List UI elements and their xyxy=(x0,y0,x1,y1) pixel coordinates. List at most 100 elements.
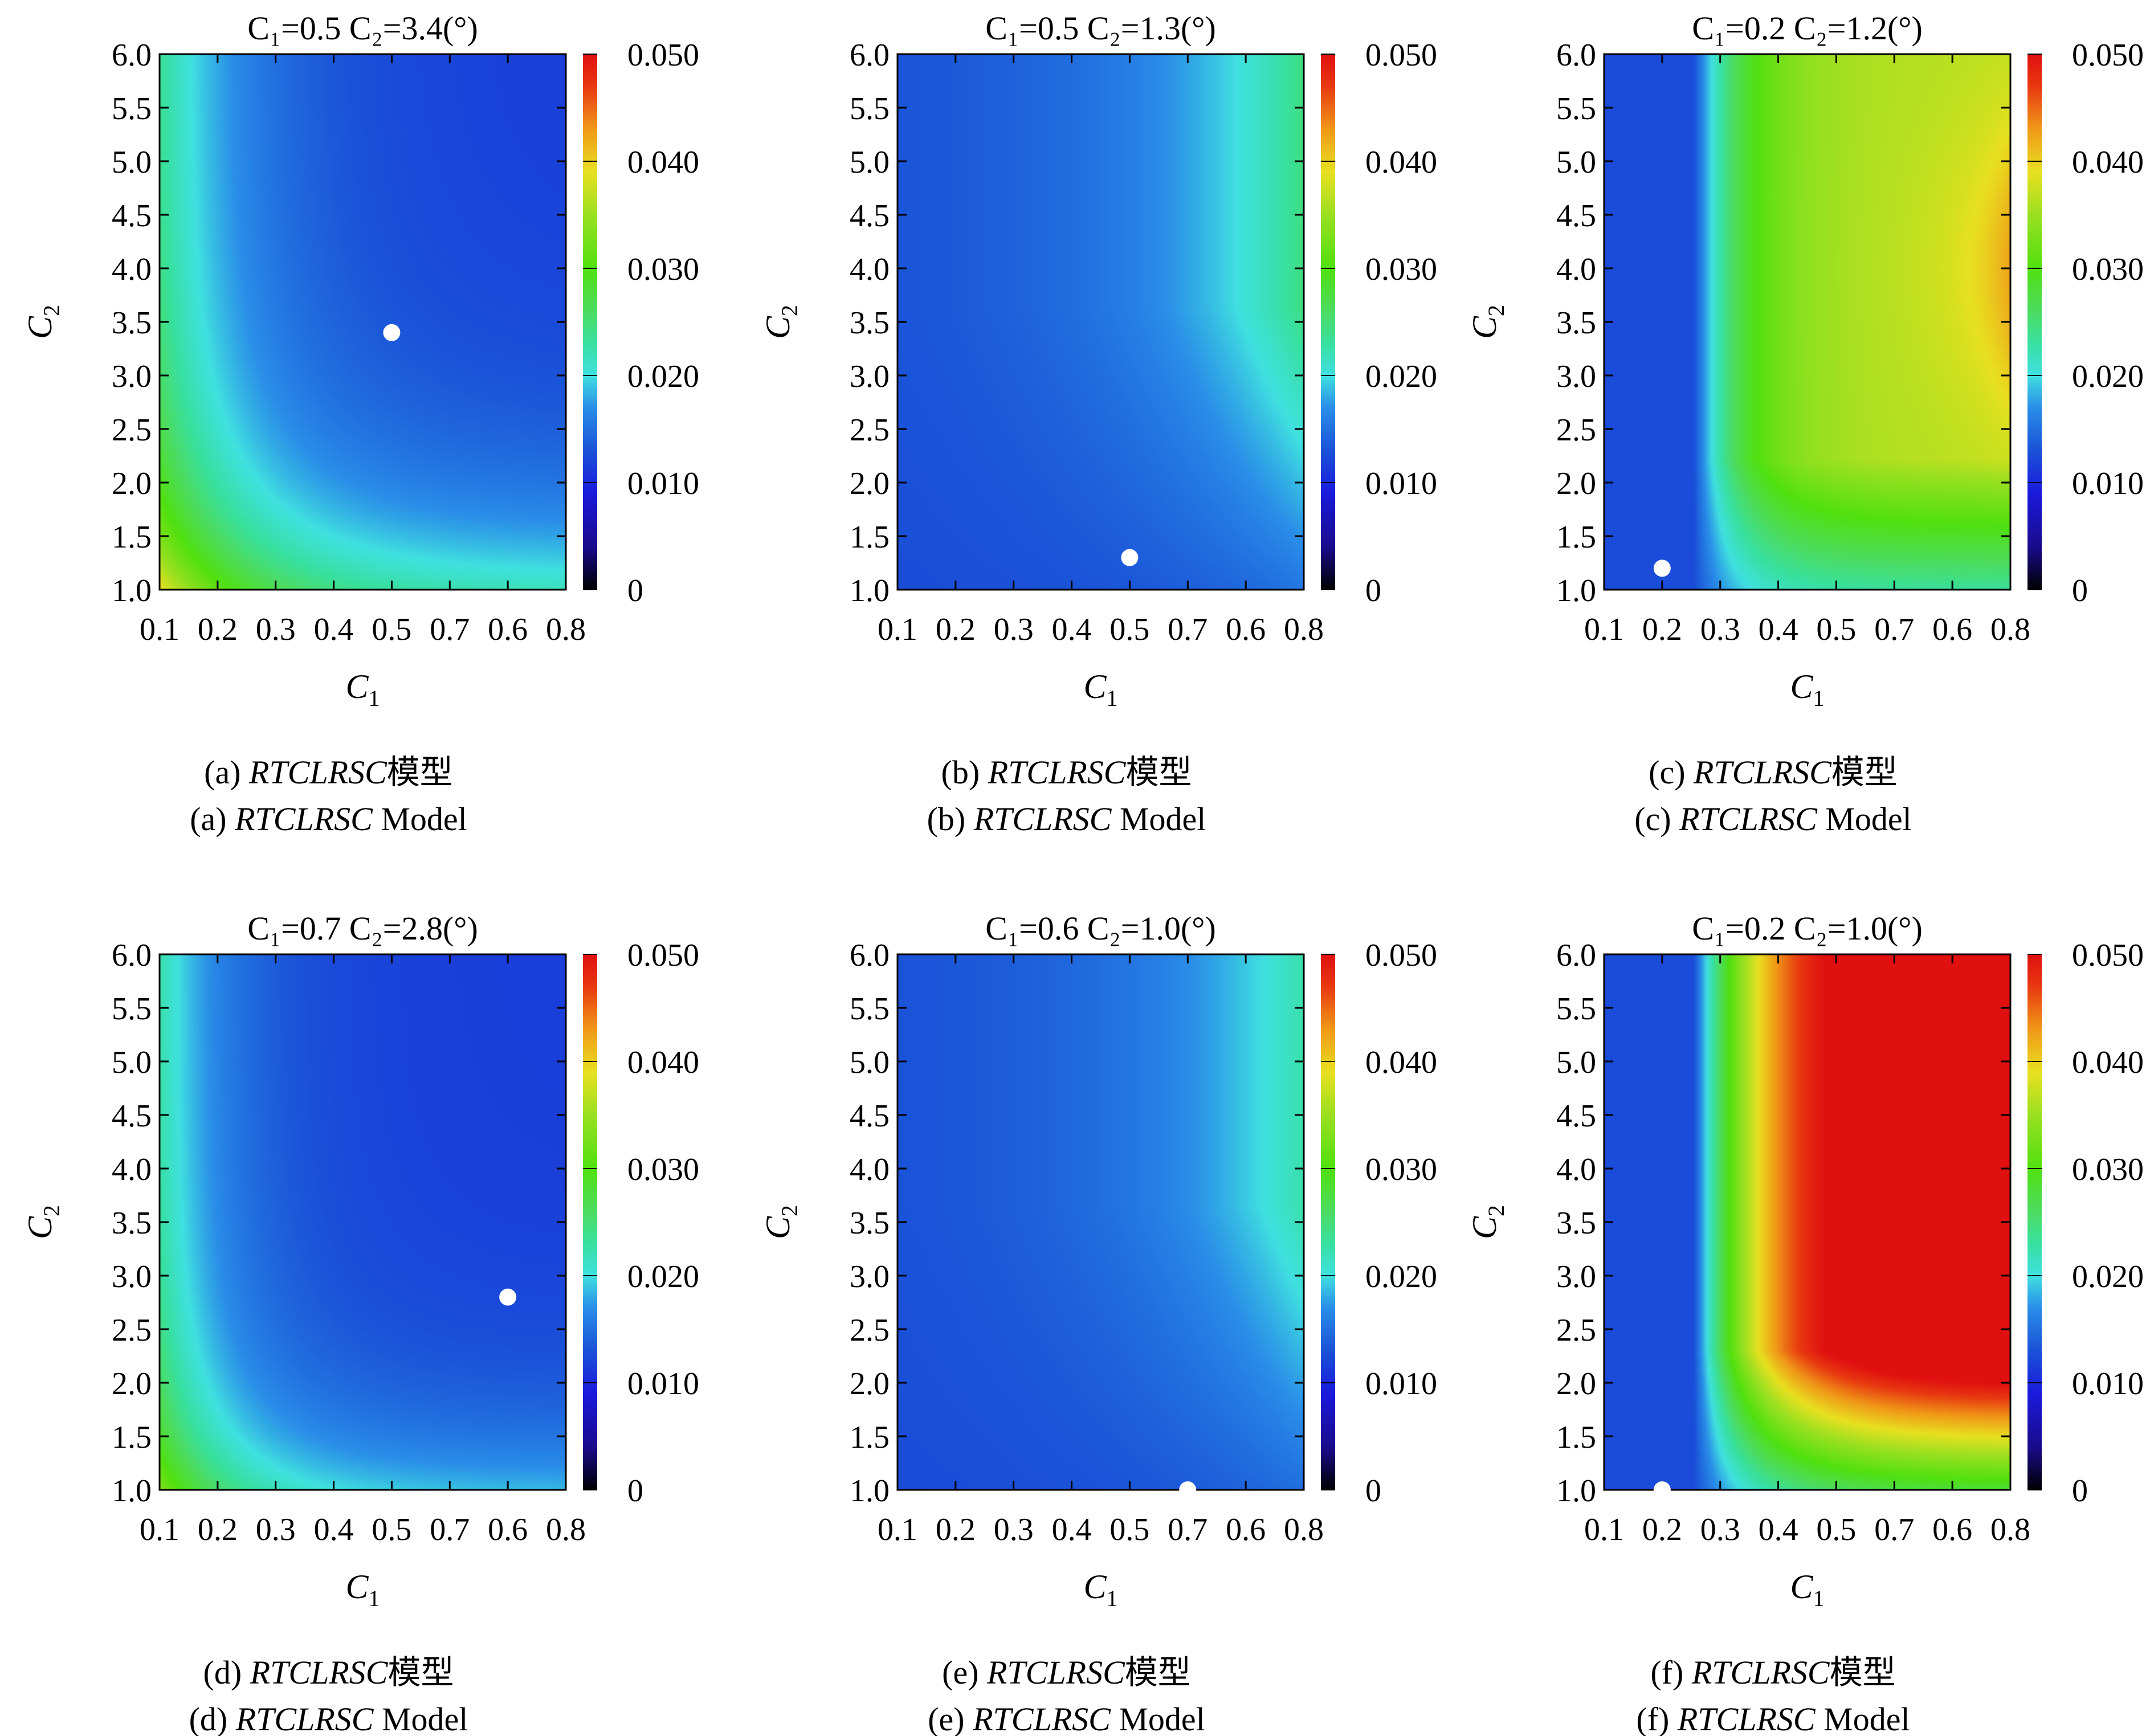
y-axis-label: C2 xyxy=(1466,1205,1509,1239)
y-tick-label: 3.5 xyxy=(850,1206,890,1241)
x-axis-label: C1 xyxy=(1083,668,1117,711)
x-tick-label: 0.5 xyxy=(372,1512,411,1547)
colorbar-tick-label: 0.030 xyxy=(627,252,699,287)
x-tick-label: 0.6 xyxy=(1932,612,1972,647)
panel-b: 0.1 0.2 0.3 0.4 0.5 0.7 0.6 0.8 1.0 1.5 2.0 2.5 3.0 3… xyxy=(759,10,1437,838)
y-tick-label: 5.5 xyxy=(1556,991,1596,1027)
colorbar-tick-label: 0.030 xyxy=(627,1152,699,1187)
x-tick-label: 0.4 xyxy=(1759,612,1798,647)
colorbar-tick-label: 0.020 xyxy=(627,1259,699,1294)
x-tick-label: 0.3 xyxy=(256,612,296,647)
x-tick-label: 0.3 xyxy=(1700,612,1740,647)
x-axis-label: C1 xyxy=(1083,1568,1117,1611)
y-tick-label: 4.5 xyxy=(112,198,152,234)
y-tick-label: 2.0 xyxy=(1556,1366,1596,1402)
y-tick-label: 2.0 xyxy=(112,1366,152,1402)
y-tick-label: 3.5 xyxy=(1556,305,1596,341)
colorbar-tick-label: 0.040 xyxy=(1365,145,1437,180)
y-tick-label: 5.5 xyxy=(1556,91,1596,126)
y-tick-label: 6.0 xyxy=(850,938,890,973)
heatmap-field xyxy=(898,54,1304,590)
x-tick-label: 0.8 xyxy=(1284,1512,1324,1547)
y-tick-label: 4.0 xyxy=(112,252,152,287)
caption-cn: (e) RTCLRSC模型 xyxy=(942,1654,1191,1691)
x-tick-label: 0.8 xyxy=(1990,612,2030,647)
x-tick-label: 0.5 xyxy=(1816,612,1856,647)
y-tick-label: 4.5 xyxy=(112,1098,152,1134)
y-tick-label: 4.5 xyxy=(850,1098,890,1134)
y-tick-label: 6.0 xyxy=(112,38,152,73)
y-tick-label: 2.5 xyxy=(1556,412,1596,448)
panel-c: 0.1 0.2 0.3 0.4 0.5 0.7 0.6 0.8 1.0 1.5 2.0 2.5 3.0 3… xyxy=(1466,10,2144,838)
heatmap-field xyxy=(160,54,566,590)
optimum-marker xyxy=(1653,559,1671,577)
x-tick-label: 0.2 xyxy=(1642,1512,1682,1547)
y-tick-label: 3.5 xyxy=(1556,1206,1596,1241)
panel-e: 0.1 0.2 0.3 0.4 0.5 0.7 0.6 0.8 1.0 1.5 2.0 2.5 3.0 3… xyxy=(759,910,1437,1736)
y-tick-label: 6.0 xyxy=(1556,38,1596,73)
optimum-marker xyxy=(383,324,401,341)
y-axis-label: C2 xyxy=(759,305,802,339)
y-tick-label: 6.0 xyxy=(112,938,152,973)
caption-en: (f) RTCLRSC Model xyxy=(1636,1701,1910,1736)
colorbar-tick-label: 0.050 xyxy=(2072,938,2144,973)
colorbar xyxy=(1321,954,1335,1490)
y-tick-label: 5.0 xyxy=(1556,145,1596,180)
x-tick-label: 0.8 xyxy=(546,1512,586,1547)
x-tick-label: 0.4 xyxy=(1759,1512,1798,1547)
caption-cn: (f) RTCLRSC模型 xyxy=(1650,1654,1895,1691)
y-axis-label: C2 xyxy=(21,1205,64,1239)
optimum-marker xyxy=(1121,549,1139,566)
colorbar-tick-label: 0.040 xyxy=(627,145,699,180)
colorbar-tick-label: 0.050 xyxy=(1365,938,1437,973)
y-tick-label: 3.0 xyxy=(1556,359,1596,394)
x-tick-label: 0.1 xyxy=(140,1512,180,1547)
y-tick-label: 3.0 xyxy=(112,359,152,394)
x-tick-label: 0.3 xyxy=(1700,1512,1740,1547)
panel-title: C₁=0.5 C₂=1.3(°) xyxy=(985,10,1216,47)
colorbar-tick-label: 0.010 xyxy=(1365,1366,1437,1402)
y-tick-label: 3.5 xyxy=(850,305,890,341)
colorbar-tick-label: 0.020 xyxy=(2072,359,2144,394)
colorbar-tick-label: 0.050 xyxy=(627,38,699,73)
x-tick-label: 0.1 xyxy=(140,612,180,647)
x-tick-label: 0.4 xyxy=(1052,1512,1092,1547)
colorbar-tick-label: 0.040 xyxy=(1365,1045,1437,1080)
x-tick-label: 0.6 xyxy=(1226,612,1266,647)
y-tick-label: 1.0 xyxy=(112,1473,152,1509)
panel-title: C₁=0.2 C₂=1.2(°) xyxy=(1692,10,1923,47)
y-tick-label: 2.0 xyxy=(850,1366,890,1402)
caption-cn: (a) RTCLRSC模型 xyxy=(204,754,453,791)
y-tick-label: 5.0 xyxy=(112,1045,152,1080)
x-tick-label: 0.7 xyxy=(1874,1512,1914,1547)
colorbar-tick-label: 0.030 xyxy=(1365,252,1437,287)
heatmap-field xyxy=(1604,954,2010,1490)
y-tick-label: 2.0 xyxy=(850,466,890,501)
panel-title: C₁=0.6 C₂=1.0(°) xyxy=(985,910,1216,947)
y-axis-label: C2 xyxy=(1466,305,1509,339)
y-tick-label: 5.0 xyxy=(850,145,890,180)
x-tick-label: 0.7 xyxy=(1874,612,1914,647)
y-tick-label: 1.5 xyxy=(1556,1420,1596,1455)
colorbar-tick-label: 0.010 xyxy=(627,466,699,501)
x-tick-label: 0.1 xyxy=(878,612,917,647)
colorbar-tick-label: 0.050 xyxy=(2072,38,2144,73)
x-tick-label: 0.5 xyxy=(372,612,411,647)
y-tick-label: 5.0 xyxy=(850,1045,890,1080)
caption-cn: (d) RTCLRSC模型 xyxy=(203,1654,454,1691)
colorbar xyxy=(2027,54,2042,590)
y-tick-label: 2.0 xyxy=(1556,466,1596,501)
x-tick-label: 0.7 xyxy=(430,1512,470,1547)
panel-f: 0.1 0.2 0.3 0.4 0.5 0.7 0.6 0.8 1.0 1.5 2.0 2.5 3.0 3… xyxy=(1466,910,2144,1736)
colorbar-tick-label: 0.040 xyxy=(2072,1045,2144,1080)
y-tick-label: 3.0 xyxy=(112,1259,152,1294)
y-tick-label: 2.5 xyxy=(112,412,152,448)
y-tick-label: 1.0 xyxy=(1556,573,1596,608)
caption-cn: (c) RTCLRSC模型 xyxy=(1649,754,1898,791)
y-tick-label: 2.5 xyxy=(850,412,890,448)
x-tick-label: 0.1 xyxy=(1584,1512,1624,1547)
y-tick-label: 3.0 xyxy=(1556,1259,1596,1294)
x-tick-label: 0.5 xyxy=(1109,612,1149,647)
y-tick-label: 3.0 xyxy=(850,1259,890,1294)
colorbar-tick-label: 0 xyxy=(627,573,643,608)
